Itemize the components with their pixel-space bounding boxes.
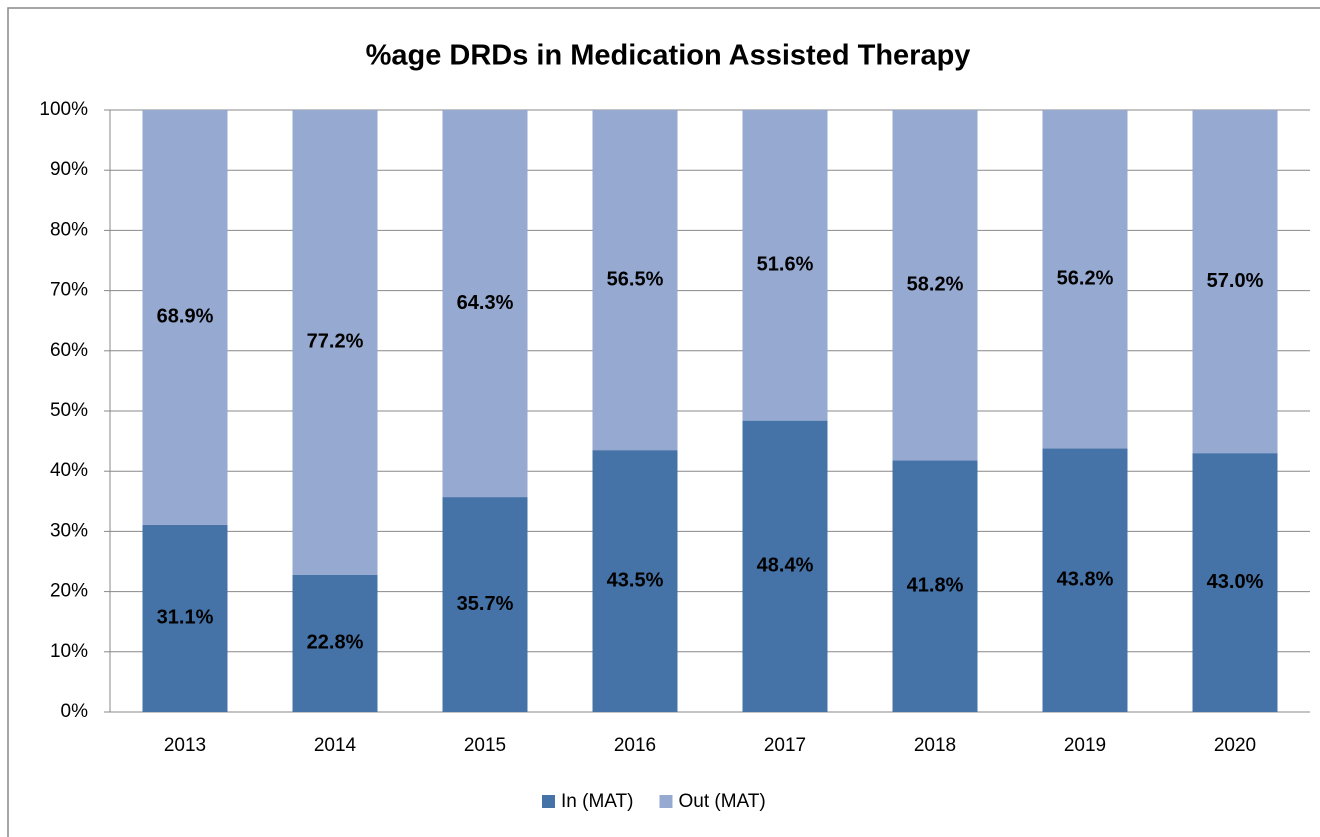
- bar-segment: [142, 110, 228, 525]
- data-label: 35.7%: [457, 593, 514, 615]
- y-tick-label: 50%: [50, 400, 88, 421]
- y-tick-label: 10%: [50, 641, 88, 662]
- bar-segment: [1192, 453, 1278, 712]
- y-tick-label: 20%: [50, 581, 88, 602]
- bar-segment: [742, 420, 828, 712]
- x-tick-label: 2019: [1064, 735, 1106, 756]
- y-tick-label: 30%: [50, 520, 88, 541]
- data-label: 43.0%: [1207, 571, 1264, 593]
- data-label: 22.8%: [307, 632, 364, 654]
- y-tick-label: 90%: [50, 159, 88, 180]
- data-label: 56.5%: [607, 268, 664, 290]
- y-tick-label: 70%: [50, 280, 88, 301]
- y-tick-label: 40%: [50, 460, 88, 481]
- chart-title: %age DRDs in Medication Assisted Therapy: [366, 40, 971, 72]
- bar-segment: [892, 110, 978, 461]
- data-label: 68.9%: [157, 306, 214, 328]
- legend-swatch: [542, 795, 555, 808]
- data-label: 48.4%: [757, 555, 814, 577]
- bar-segment: [292, 110, 378, 575]
- bar-segment: [142, 524, 228, 712]
- data-label: 57.0%: [1207, 270, 1264, 292]
- x-tick-label: 2016: [614, 735, 656, 756]
- bar-segment: [1042, 110, 1128, 449]
- data-label: 51.6%: [757, 254, 814, 276]
- bar-segment: [442, 110, 528, 498]
- y-tick-label: 60%: [50, 340, 88, 361]
- y-tick-label: 80%: [50, 219, 88, 240]
- data-label: 58.2%: [907, 273, 964, 295]
- data-label: 56.2%: [1057, 267, 1114, 289]
- x-tick-label: 2014: [314, 735, 357, 756]
- data-label: 64.3%: [457, 292, 514, 314]
- legend-swatch: [659, 795, 673, 808]
- y-tick-label: 0%: [61, 701, 89, 722]
- bar-segment: [592, 110, 678, 451]
- x-tick-label: 2018: [914, 735, 956, 756]
- data-label: 43.8%: [1057, 568, 1114, 590]
- x-tick-label: 2013: [164, 735, 206, 756]
- data-label: 77.2%: [307, 331, 364, 353]
- x-tick-label: 2015: [464, 735, 506, 756]
- data-label: 43.5%: [607, 569, 664, 591]
- bar-segment: [742, 110, 828, 421]
- data-label: 41.8%: [907, 574, 964, 596]
- x-tick-label: 2020: [1214, 735, 1256, 756]
- y-tick-label: 100%: [39, 99, 88, 120]
- bar-segment: [292, 574, 378, 712]
- bar-segment: [1192, 110, 1278, 454]
- bar-segment: [442, 497, 528, 712]
- bar-segment: [592, 450, 678, 712]
- legend-label: In (MAT): [561, 791, 633, 812]
- x-tick-label: 2017: [764, 735, 806, 756]
- legend-label: Out (MAT): [678, 791, 765, 812]
- bar-segment: [1042, 448, 1128, 712]
- bar-segment: [892, 460, 978, 712]
- data-label: 31.1%: [157, 607, 214, 629]
